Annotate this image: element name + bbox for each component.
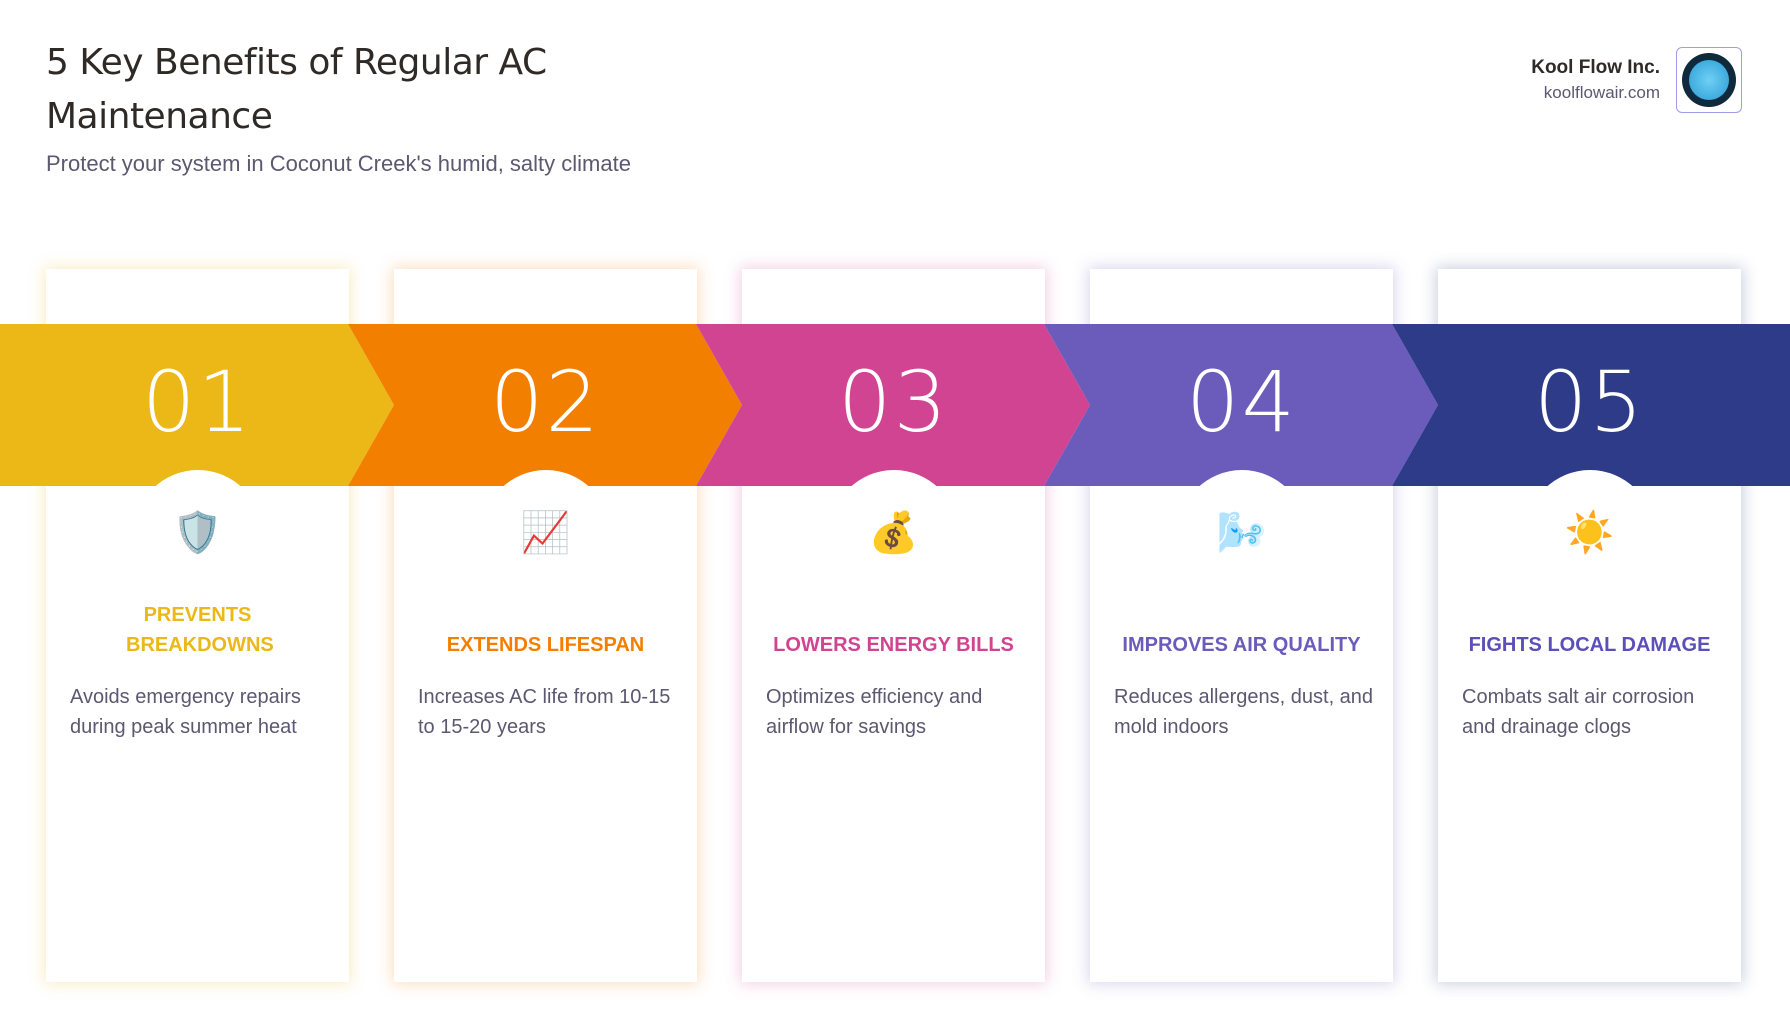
sun-icon: ☀️ <box>1564 511 1615 555</box>
page-title: 5 Key Benefits of Regular AC Maintenance <box>46 42 547 137</box>
benefit-number: 03 <box>838 353 949 451</box>
page-subtitle: Protect your system in Coconut Creek's h… <box>46 151 631 176</box>
benefit-number: 02 <box>490 353 601 451</box>
benefit-title: FIGHTS LOCAL DAMAGE <box>1468 634 1711 656</box>
benefit-number: 04 <box>1186 353 1297 451</box>
brand-name: Kool Flow Inc. <box>1531 57 1660 78</box>
benefit-title: IMPROVES AIR QUALITY <box>1122 634 1361 656</box>
chart-increasing-icon: 📈 <box>520 511 571 555</box>
icon-circle <box>1177 470 1306 598</box>
logo-icon <box>1682 53 1736 107</box>
chevron-segment <box>0 324 394 486</box>
benefit-title: PREVENTS BREAKDOWNS <box>126 604 274 656</box>
benefit-description: Increases AC life from 10-15 to 15-20 ye… <box>418 686 671 738</box>
benefit-description: Avoids emergency repairs during peak sum… <box>70 686 301 738</box>
benefit-title: EXTENDS LIFESPAN <box>446 634 645 656</box>
money-bag-icon: 💰 <box>868 511 919 555</box>
brand-logo <box>1676 47 1742 113</box>
benefit-number: 01 <box>142 353 253 451</box>
chevron-segment <box>348 324 742 486</box>
icon-circle <box>481 470 610 598</box>
benefit-description: Optimizes efficiency and airflow for sav… <box>766 686 983 738</box>
brand-url[interactable]: koolflowair.com <box>1543 83 1660 102</box>
number-band <box>0 324 1790 486</box>
icon-circle <box>133 470 262 598</box>
icon-circle <box>1525 470 1654 598</box>
benefit-number: 05 <box>1534 353 1645 451</box>
shield-icon: 🛡️ <box>172 511 223 555</box>
icon-circle <box>829 470 958 598</box>
chevron-segment <box>1392 324 1790 486</box>
benefit-description: Combats salt air corrosion and drainage … <box>1462 686 1695 738</box>
chevron-segment <box>1044 324 1438 486</box>
chevron-segment <box>696 324 1090 486</box>
benefit-description: Reduces allergens, dust, and mold indoor… <box>1114 686 1374 738</box>
wind-face-icon: 🌬️ <box>1216 511 1267 555</box>
brand-block: Kool Flow Inc. koolflowair.com <box>1531 57 1660 103</box>
benefit-title: LOWERS ENERGY BILLS <box>773 634 1014 656</box>
